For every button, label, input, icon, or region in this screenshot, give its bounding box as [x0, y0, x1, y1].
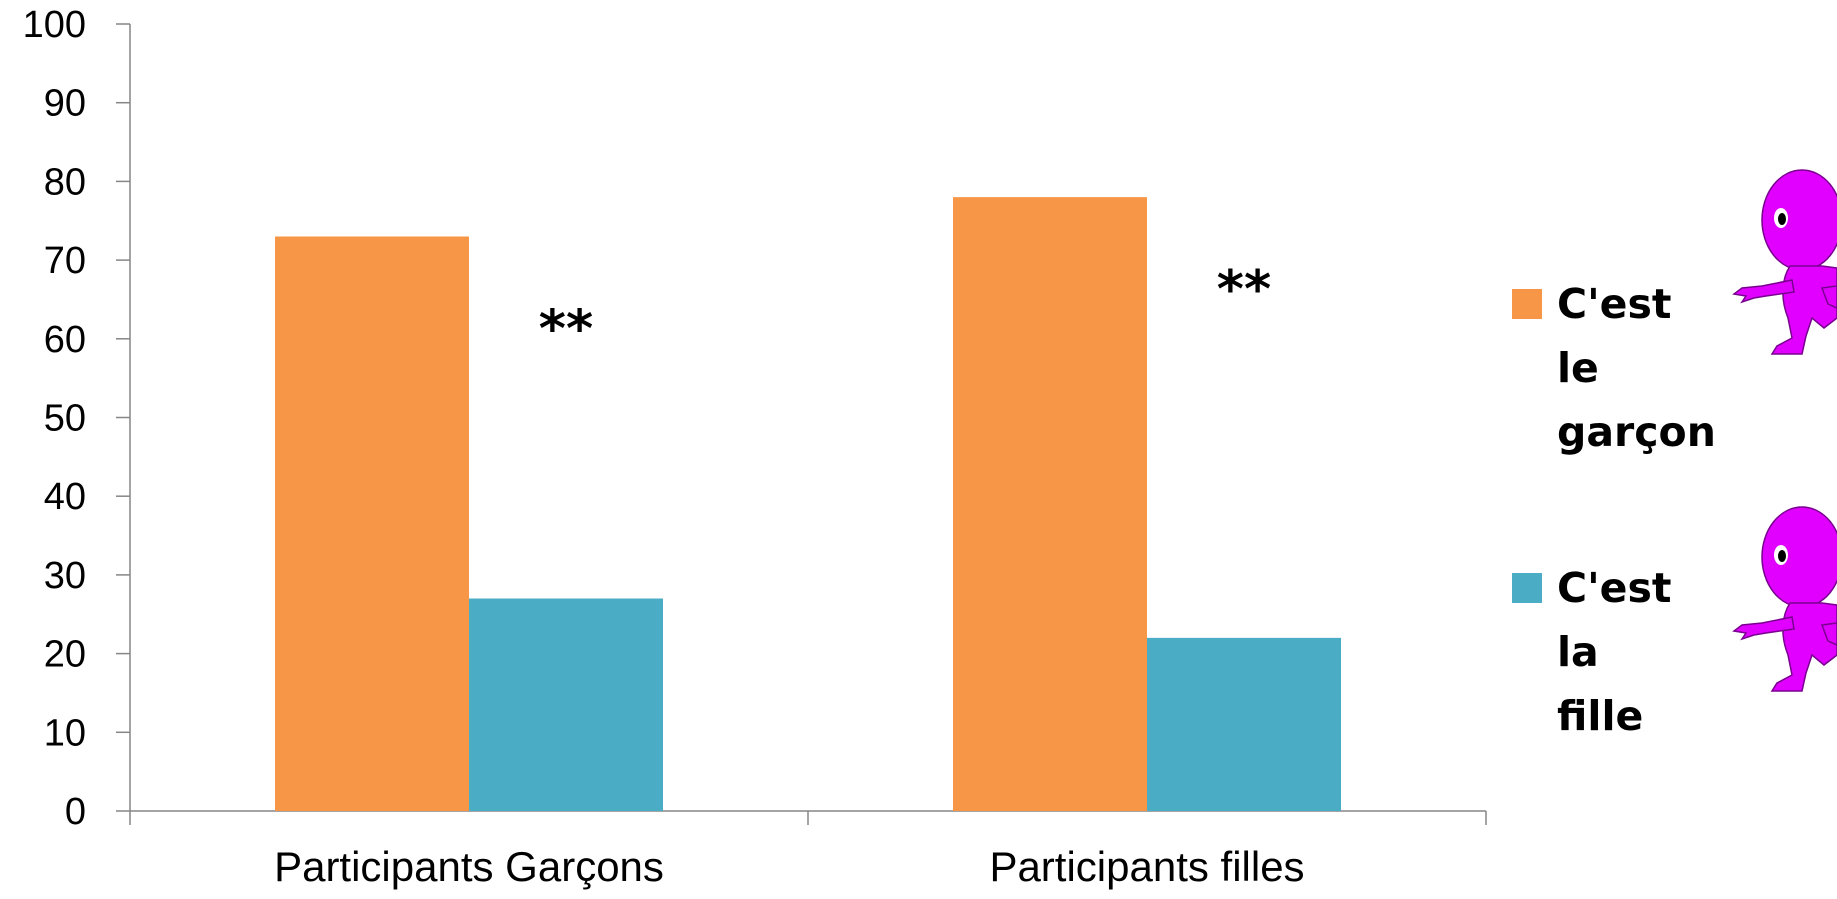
y-tick-label: 60 — [44, 319, 86, 361]
bars — [275, 197, 1341, 812]
x-category-label: Participants filles — [989, 843, 1304, 890]
y-tick-label: 100 — [23, 4, 86, 46]
bar — [953, 197, 1147, 811]
legend-swatch-garcon — [1512, 289, 1542, 319]
purple-alien-pointing-icon — [1732, 506, 1837, 692]
y-tick-label: 80 — [44, 161, 86, 203]
legend-item-fille: C'est la fille — [1512, 556, 1682, 748]
y-tick-label: 40 — [44, 476, 86, 518]
y-tick-label: 30 — [44, 555, 86, 597]
legend-label-fille: C'est la fille — [1557, 564, 1672, 740]
legend-item-garcon: C'est le garçon — [1512, 272, 1716, 464]
y-tick-label: 70 — [44, 240, 86, 282]
bar — [1147, 637, 1341, 811]
legend-label-garcon: C'est le garçon — [1557, 280, 1716, 456]
bar — [275, 236, 469, 812]
legend-swatch-fille — [1512, 573, 1542, 603]
significance-marker: ** — [539, 299, 593, 359]
bar — [469, 598, 663, 811]
purple-alien-pointing-icon — [1732, 169, 1837, 355]
y-tick-label: 20 — [44, 634, 86, 676]
y-tick-label: 0 — [65, 791, 86, 833]
significance-marker: ** — [1217, 260, 1271, 320]
labels: 0 10 20 30 40 50 60 70 80 90 100 Participants Garço… — [23, 4, 1305, 890]
y-tick-label: 90 — [44, 83, 86, 125]
y-tick-label: 50 — [44, 398, 86, 440]
y-tick-label: 10 — [44, 712, 86, 754]
x-category-label: Participants Garçons — [274, 843, 664, 890]
